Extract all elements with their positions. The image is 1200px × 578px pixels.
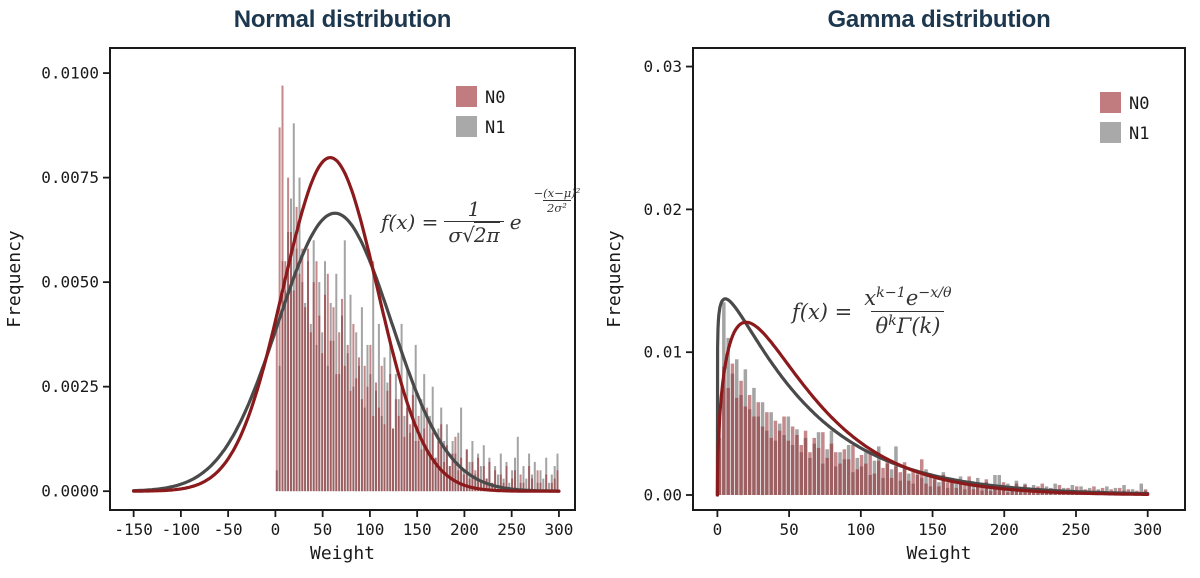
chart-title-gamma: Gamma distribution xyxy=(827,6,1051,33)
x-tick-label: 0 xyxy=(713,520,723,539)
y-axis: 0.00 0.01 0.02 0.03 Frequency xyxy=(604,57,693,505)
x-tick-label: 50 xyxy=(779,520,798,539)
y-tick-label: 0.0000 xyxy=(41,482,99,501)
x-tick-label: 100 xyxy=(355,520,384,539)
y-tick-label: 0.0025 xyxy=(41,377,99,396)
x-axis-title: Weight xyxy=(906,543,971,564)
x-tick-label: 150 xyxy=(918,520,947,539)
gamma-distribution-plot: 0 50 100 150 200 250 300 Weight 0.00 0.01 0.02 0.03… xyxy=(604,47,1186,564)
y-tick-label: 0.0100 xyxy=(41,64,99,83)
gamma-pdf-formula: f(x) = xk−1e−x/θ θkΓ(k) xyxy=(792,285,956,339)
panel-border xyxy=(109,47,576,511)
legend-swatch-N1 xyxy=(456,116,477,137)
x-tick-label: 300 xyxy=(544,520,573,539)
x-tick-label: 250 xyxy=(497,520,526,539)
legend-label-N0: N0 xyxy=(485,88,505,108)
x-tick-label: -50 xyxy=(214,520,243,539)
x-tick-label: 50 xyxy=(313,520,332,539)
chart-title-normal: Normal distribution xyxy=(233,6,452,33)
legend: N0 N1 xyxy=(1100,92,1149,144)
y-tick-label: 0.0050 xyxy=(41,273,99,292)
y-tick-label: 0.00 xyxy=(643,486,682,505)
y-axis-title: Frequency xyxy=(4,230,25,328)
panel-gamma-distribution: 0 50 100 150 200 250 300 Weight 0.00 0.01 0.02 0.03… xyxy=(600,0,1200,578)
y-tick-label: 0.01 xyxy=(643,343,682,362)
x-tick-label: -150 xyxy=(114,520,153,539)
x-tick-label: -100 xyxy=(162,520,201,539)
formula-lhs: f(x) = xyxy=(381,210,439,234)
histogram-series-N1 xyxy=(275,123,559,492)
density-curve-N0 xyxy=(132,156,561,493)
y-axis: 0.0000 0.0025 0.0050 0.0075 0.0100 Frequency xyxy=(4,64,110,501)
x-tick-label: 0 xyxy=(271,520,281,539)
legend: N0 N1 xyxy=(456,86,505,138)
normal-distribution-plot: -150 -100 -50 0 50 100 150 200 250 300 Weight 0.000… xyxy=(4,47,576,564)
x-tick-label: 250 xyxy=(1062,520,1091,539)
legend-label-N1: N1 xyxy=(1129,124,1149,144)
y-tick-label: 0.02 xyxy=(643,200,682,219)
y-tick-label: 0.0075 xyxy=(41,168,99,187)
x-tick-label: 200 xyxy=(450,520,479,539)
formula-lhs: f(x) = xyxy=(792,300,853,325)
formula-fraction: xk−1e−x/θ θkΓ(k) xyxy=(864,285,952,339)
normal-pdf-formula: f(x) = 1 σ√2π e −(x−μ)² 2σ² xyxy=(381,186,584,247)
legend-label-N1: N1 xyxy=(485,118,505,138)
legend-swatch-N1 xyxy=(1100,122,1121,143)
y-axis-title: Frequency xyxy=(604,230,625,328)
x-axis-title: Weight xyxy=(310,543,375,564)
y-tick-label: 0.03 xyxy=(643,57,682,76)
density-curve-N1 xyxy=(132,211,561,493)
formula-exponent-fraction: −(x−μ)² 2σ² xyxy=(533,185,581,215)
legend-swatch-N0 xyxy=(456,86,477,107)
legend-swatch-N0 xyxy=(1100,92,1121,113)
x-tick-label: 200 xyxy=(990,520,1019,539)
legend-label-N0: N0 xyxy=(1129,94,1149,114)
x-tick-label: 100 xyxy=(846,520,875,539)
radical-sign: √ xyxy=(462,223,475,247)
density-curve-N0 xyxy=(715,320,1150,497)
x-tick-label: 150 xyxy=(403,520,432,539)
histogram-series-N0 xyxy=(275,85,559,492)
formula-e-base: e xyxy=(509,210,522,234)
panel-normal-distribution: -150 -100 -50 0 50 100 150 200 250 300 Weight 0.000… xyxy=(4,6,584,564)
panel-border xyxy=(692,47,1186,511)
x-axis: 0 50 100 150 200 250 300 Weight xyxy=(713,510,1162,564)
formula-fraction: 1 σ√2π xyxy=(444,197,504,247)
x-tick-label: 300 xyxy=(1133,520,1162,539)
x-axis: -150 -100 -50 0 50 100 150 200 250 300 Weight xyxy=(114,510,573,564)
